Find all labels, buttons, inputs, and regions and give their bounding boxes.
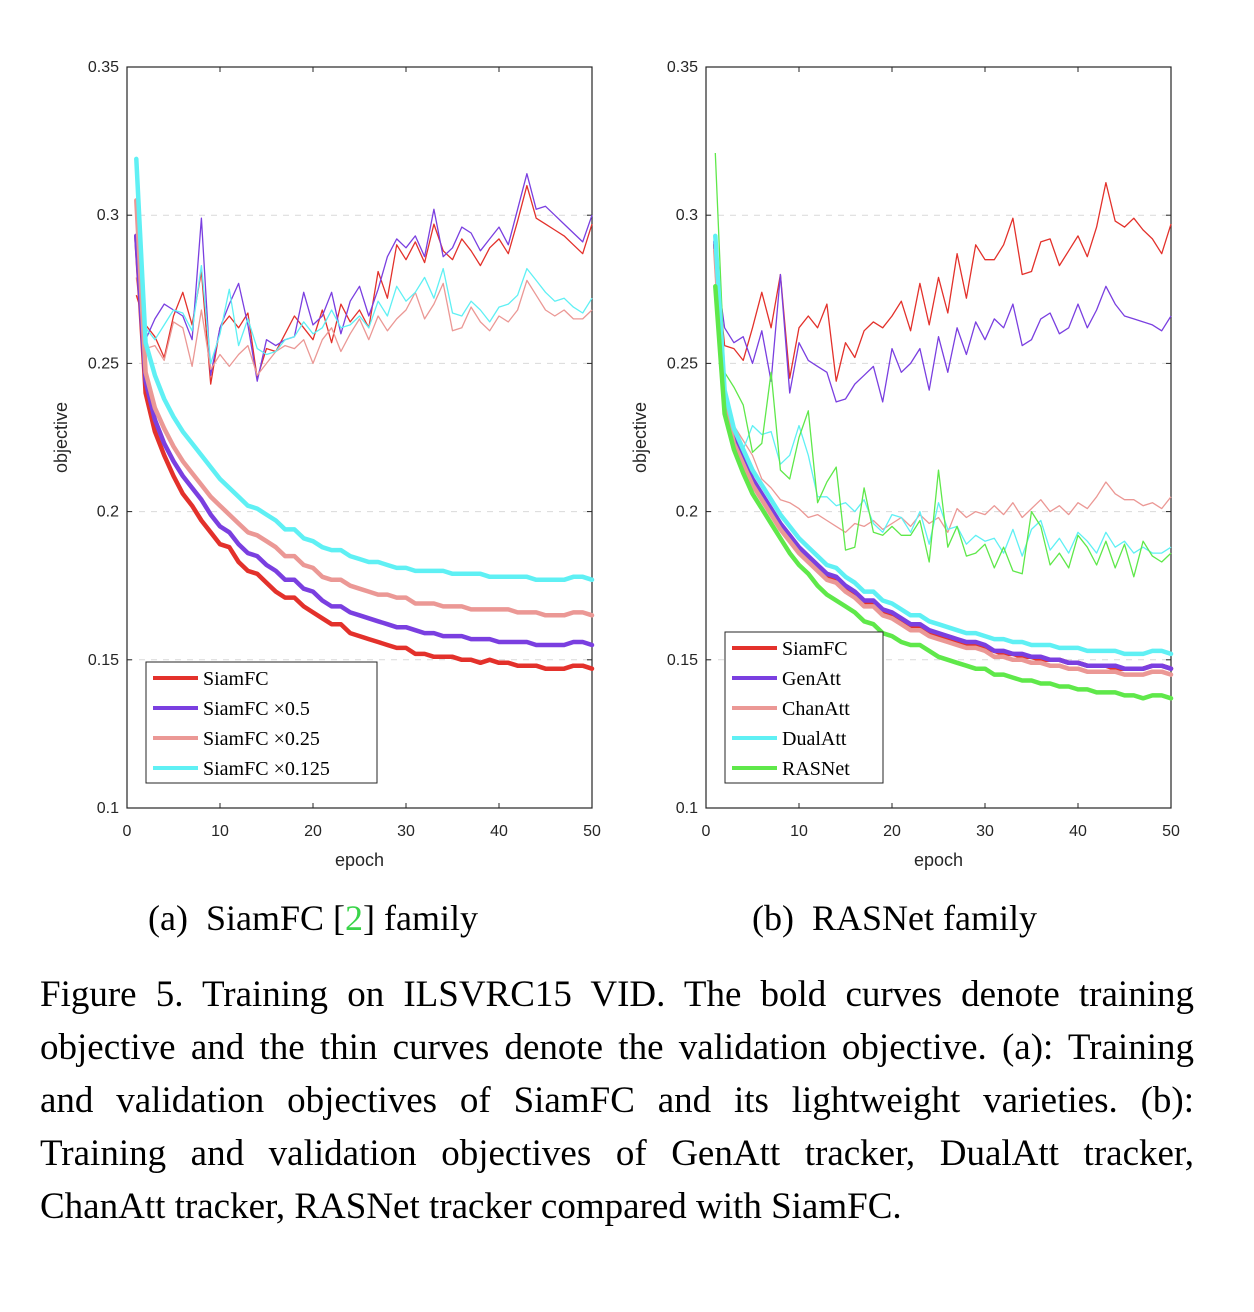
validation-curve bbox=[135, 221, 593, 365]
legend: SiamFC SiamFC ×0.5 SiamFC ×0.25 SiamFC ×0.1… bbox=[145, 661, 378, 784]
training-curve bbox=[134, 198, 595, 618]
subcaption-a-citation-link[interactable]: 2 bbox=[345, 898, 363, 938]
y-tick-label: 0.35 bbox=[88, 59, 119, 76]
y-tick-label: 0.2 bbox=[97, 504, 119, 521]
training-curve bbox=[713, 233, 1174, 657]
x-tick-label: 10 bbox=[790, 823, 808, 840]
x-tick-label: 0 bbox=[702, 823, 711, 840]
x-tick-label: 50 bbox=[1162, 823, 1180, 840]
x-tick-label: 40 bbox=[490, 823, 508, 840]
x-axis-label: epoch bbox=[335, 850, 384, 870]
y-tick-label: 0.25 bbox=[667, 355, 698, 372]
chart-panel-b: 0.1 0.15 0.2 0.25 0.3 0.35 0 10 20 30 40 50 epoch obj… bbox=[630, 59, 1180, 870]
y-axis-label: objective bbox=[51, 402, 71, 473]
x-tick-label: 0 bbox=[123, 823, 132, 840]
validation-curve bbox=[714, 152, 1172, 578]
x-tick-label: 30 bbox=[976, 823, 994, 840]
validation-curve bbox=[714, 265, 1172, 533]
training-curve bbox=[134, 233, 595, 648]
validation-curve bbox=[135, 277, 593, 376]
training-curve bbox=[134, 156, 595, 583]
x-tick-label: 20 bbox=[883, 823, 901, 840]
x-tick-label: 10 bbox=[211, 823, 229, 840]
subcaption-b-label: (b) bbox=[752, 898, 794, 938]
validation-curve bbox=[714, 259, 1172, 403]
y-tick-label: 0.1 bbox=[97, 800, 119, 817]
legend-label: SiamFC ×0.125 bbox=[203, 758, 330, 780]
y-tick-label: 0.3 bbox=[97, 207, 119, 224]
legend-label: ChanAtt bbox=[782, 698, 850, 720]
training-curve bbox=[713, 239, 1174, 671]
legend: SiamFC GenAtt ChanAtt DualAtt RASNet bbox=[724, 631, 884, 784]
x-tick-label: 30 bbox=[397, 823, 415, 840]
legend-label: GenAtt bbox=[782, 668, 841, 690]
subcaption-a-text: SiamFC [ bbox=[205, 898, 345, 938]
y-axis-label: objective bbox=[630, 402, 650, 473]
plot-area-frame bbox=[705, 66, 1172, 809]
subcaption-b-text: RASNet family bbox=[811, 898, 1037, 938]
legend-label: SiamFC ×0.5 bbox=[203, 698, 310, 720]
legend-label: SiamFC bbox=[203, 668, 269, 690]
validation-curve bbox=[714, 241, 1172, 557]
legend-label: DualAtt bbox=[782, 728, 847, 750]
validation-curve bbox=[135, 184, 593, 385]
figure-caption: Figure 5. Training on ILSVRC15 VID. The … bbox=[40, 974, 1194, 1227]
training-curve bbox=[713, 284, 1174, 701]
y-tick-label: 0.1 bbox=[676, 800, 698, 817]
figure-charts: 0.10.150.20.250.30.350 10 20 30 40 50epochobj… bbox=[51, 59, 1180, 870]
x-axis-label: epoch bbox=[914, 850, 963, 870]
x-tick-label: 50 bbox=[583, 823, 601, 840]
subcaption-a-text-end: ] family bbox=[363, 898, 478, 938]
subcaption-a-label: (a) bbox=[148, 898, 188, 938]
x-tick-label: 20 bbox=[304, 823, 322, 840]
y-tick-label: 0.3 bbox=[676, 207, 698, 224]
validation-curve bbox=[714, 181, 1172, 382]
legend-label: RASNet bbox=[782, 758, 850, 780]
y-tick-label: 0.35 bbox=[667, 59, 698, 76]
subcaption-b: (b) RASNet family bbox=[752, 897, 1037, 939]
chart-panel-a: 0.1 0.15 0.2 0.25 0.3 0.35 0 10 20 30 40 50 epoch obj… bbox=[51, 59, 601, 870]
training-curve bbox=[713, 248, 1174, 677]
legend-box bbox=[145, 661, 378, 784]
x-tick-label: 40 bbox=[1069, 823, 1087, 840]
plot-area-frame bbox=[126, 66, 593, 809]
y-tick-label: 0.15 bbox=[667, 652, 698, 669]
y-tick-label: 0.2 bbox=[676, 504, 698, 521]
subcaption-a: (a) SiamFC [2] family bbox=[148, 897, 478, 939]
y-tick-label: 0.15 bbox=[88, 652, 119, 669]
legend-label: SiamFC ×0.25 bbox=[203, 728, 320, 750]
y-tick-label: 0.25 bbox=[88, 355, 119, 372]
legend-label: SiamFC bbox=[782, 638, 848, 660]
training-curve bbox=[134, 233, 595, 671]
